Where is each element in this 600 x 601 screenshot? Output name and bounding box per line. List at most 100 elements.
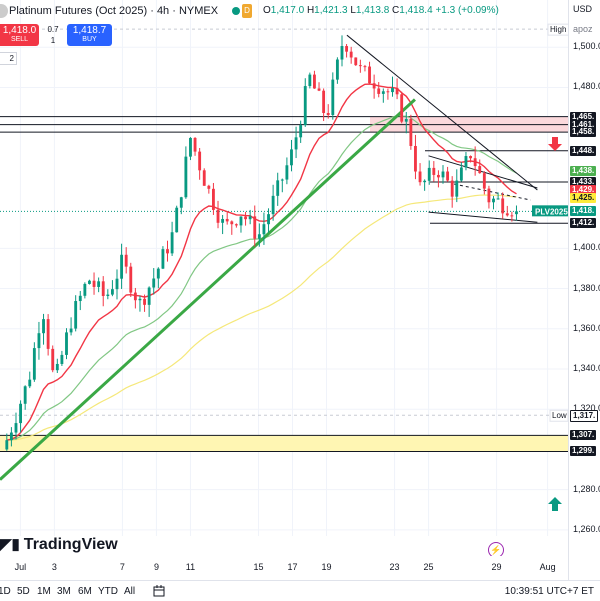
candle-body (78, 295, 82, 302)
price-tick-label: 1,260.0 (573, 523, 600, 534)
candle-body (290, 149, 293, 166)
candle-body (510, 215, 514, 217)
time-tick-label: 25 (423, 562, 434, 572)
symbol-logo-icon (0, 4, 8, 18)
market-badge: D (242, 4, 252, 18)
range-button-1m[interactable]: 1M (37, 586, 51, 597)
bottom-toolbar: 1D 5D 1M 3M 6M YTD All 10:39:51 UTC+7 ET (0, 580, 600, 601)
time-axis[interactable]: Jul 3 7 9 11 15 17 19 23 25 29 Aug (0, 556, 568, 580)
candle-body (414, 145, 417, 172)
time-tick-label: 9 (153, 562, 159, 572)
high-label: High (550, 25, 566, 34)
candle-body (9, 432, 13, 441)
candle-body (74, 301, 78, 329)
range-button-3m[interactable]: 3M (57, 586, 71, 597)
candle-body (469, 156, 472, 159)
candle-body (496, 198, 500, 200)
price-level-tag: 1,433. (570, 176, 597, 187)
price-level-tag: 1,448. (570, 145, 597, 156)
candle-body (166, 249, 169, 254)
candle-body (331, 79, 335, 116)
candle-body (5, 440, 9, 450)
candle-body (234, 224, 238, 226)
candle-body (285, 165, 289, 180)
time-tick-label: 7 (119, 562, 125, 572)
high-label-bg (547, 23, 568, 36)
candle-body (244, 216, 247, 220)
sell-button[interactable]: 1,418.0 SELL (0, 24, 39, 46)
clock[interactable]: 10:39:51 UTC+7 ET (504, 586, 594, 597)
range-button-6m[interactable]: 6M (78, 586, 92, 597)
candle-body (230, 221, 234, 225)
candle-body (225, 218, 229, 222)
legend-ohlc: O1,417.0 H1,421.3 L1,413.8 C1,418.4 +1.3… (263, 5, 499, 16)
buy-arrow-icon (548, 497, 562, 511)
price-tick-label: 1,280.0 (573, 483, 600, 494)
candle-body (326, 112, 330, 116)
price-level-tag: 1,307. (570, 430, 597, 441)
candle-body (69, 328, 73, 333)
downtrend-line (346, 34, 538, 191)
candle-body (322, 90, 326, 113)
chart-area[interactable]: High Low PLV2025 Platinum Futures (Oct 202… (0, 0, 568, 580)
candle-body (345, 46, 349, 52)
candle-body (184, 156, 188, 198)
candle-body (455, 180, 459, 197)
candle-body (262, 224, 266, 235)
candle-body (459, 167, 463, 181)
date-range-icon[interactable] (153, 585, 165, 597)
time-tick-label: 17 (287, 562, 298, 572)
spread-quantity[interactable]: 0.7 1 (41, 24, 65, 46)
range-button-5d[interactable]: 5D (17, 586, 30, 597)
low-label: Low (552, 411, 567, 420)
price-tick-label: 1,380.0 (573, 282, 600, 293)
candle-body (189, 137, 192, 157)
candle-body (115, 278, 119, 290)
candle-body (404, 119, 408, 122)
candle-body (427, 167, 431, 181)
candle-body (23, 386, 27, 404)
range-button-all[interactable]: All (124, 586, 136, 597)
time-tick-label: 11 (185, 562, 196, 572)
candle-body (381, 91, 385, 94)
price-tick-label: 1,500.0 (573, 41, 600, 52)
candle-body (161, 249, 165, 269)
candle-body (294, 137, 298, 150)
candle-body (120, 254, 124, 279)
candle-body (97, 281, 101, 287)
buy-label: BUY (82, 36, 97, 43)
sell-price: 1,418.0 (2, 25, 37, 36)
projection-line (453, 183, 531, 201)
buy-price: 1,418.7 (72, 25, 107, 36)
price-chart[interactable]: High Low PLV2025 (0, 0, 568, 556)
candle-body (487, 188, 491, 203)
sell-arrow-icon (548, 137, 562, 151)
price-tick-label: 1,360.0 (573, 322, 600, 333)
price-scale[interactable]: USD apoz 1,500.0 1,480.0 1,400.0 1,380.0 1,3… (568, 0, 600, 580)
candle-body (354, 57, 358, 66)
candle-body (143, 298, 146, 305)
candle-body (179, 197, 183, 208)
candle-body (106, 294, 110, 296)
candle-body (515, 211, 518, 215)
candle-body (308, 74, 312, 87)
candle-body (198, 151, 202, 171)
indicators-toggle[interactable]: 2 (0, 52, 17, 65)
time-tick-label: 19 (321, 562, 332, 572)
support-zone (0, 435, 568, 452)
tv-logo-icon: ◤▮ (0, 536, 20, 553)
time-tick-label: 29 (491, 562, 502, 572)
candle-body (92, 280, 96, 287)
candle-body (492, 198, 495, 203)
candle-body (193, 137, 197, 152)
range-button-1d[interactable]: 1D (0, 586, 11, 597)
candle-body (65, 332, 68, 355)
candle-body (124, 254, 128, 267)
range-button-ytd[interactable]: YTD (98, 586, 118, 597)
candle-body (239, 216, 243, 226)
buy-button[interactable]: 1,418.7 BUY (67, 24, 112, 46)
price-level-tag: 1,465. (570, 111, 597, 122)
price-level-tag: 1,458. (570, 127, 597, 138)
symbol-tag: PLV2025 (535, 207, 568, 216)
candle-body (202, 170, 206, 186)
